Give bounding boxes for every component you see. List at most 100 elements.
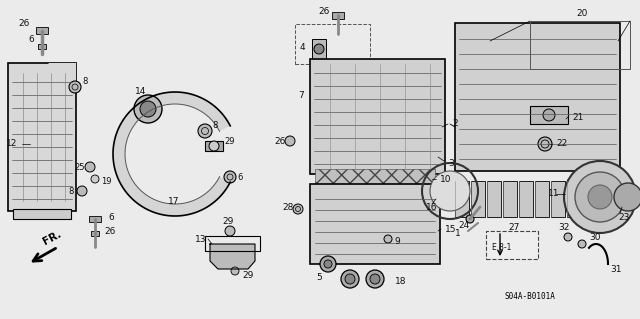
Text: 26: 26 [18, 19, 29, 28]
Circle shape [293, 204, 303, 214]
Text: 11: 11 [548, 189, 559, 198]
Bar [567, 181, 581, 217]
Text: 13: 13 [195, 234, 207, 243]
Polygon shape [8, 63, 76, 88]
Text: 17: 17 [168, 197, 179, 205]
Text: 1: 1 [455, 229, 461, 239]
Text: FR.: FR. [41, 229, 63, 247]
Text: 8: 8 [82, 77, 88, 85]
Circle shape [384, 235, 392, 243]
Bar [89, 216, 101, 222]
Circle shape [134, 95, 162, 123]
Circle shape [466, 215, 474, 223]
Text: 6: 6 [28, 34, 34, 43]
Bar [310, 59, 445, 174]
Circle shape [320, 256, 336, 272]
Text: 15: 15 [445, 225, 456, 234]
Bar [455, 23, 620, 171]
Bar [13, 209, 71, 219]
Text: 8: 8 [68, 187, 74, 196]
Bar [519, 181, 533, 217]
Text: 19: 19 [101, 177, 111, 187]
Circle shape [224, 171, 236, 183]
Circle shape [85, 162, 95, 172]
Circle shape [341, 270, 359, 288]
Bar [332, 12, 344, 19]
Bar [535, 181, 549, 217]
Circle shape [588, 185, 612, 209]
Circle shape [313, 90, 323, 100]
Bar [8, 63, 76, 211]
Circle shape [538, 137, 552, 151]
Bar [295, 24, 370, 64]
Text: E 8-1: E 8-1 [492, 242, 511, 251]
Text: 6: 6 [108, 212, 114, 221]
Text: 26: 26 [274, 137, 285, 145]
Text: 5: 5 [316, 272, 322, 281]
Text: 29: 29 [222, 217, 234, 226]
Text: 28: 28 [282, 203, 293, 211]
Circle shape [77, 186, 87, 196]
Text: 20: 20 [576, 9, 588, 18]
Bar [205, 141, 223, 151]
Text: 24: 24 [458, 220, 469, 229]
Text: 23: 23 [618, 212, 629, 221]
Text: 30: 30 [589, 233, 600, 241]
Text: 21: 21 [572, 113, 584, 122]
Bar [310, 184, 440, 264]
Circle shape [543, 109, 555, 121]
Bar [455, 181, 469, 217]
Text: 10: 10 [440, 174, 451, 183]
Bar [530, 21, 630, 69]
Text: 9: 9 [394, 236, 400, 246]
Bar [205, 236, 260, 251]
Polygon shape [210, 244, 255, 269]
Bar [487, 181, 501, 217]
Text: 7: 7 [298, 91, 304, 100]
Text: 26: 26 [318, 6, 330, 16]
Bar [312, 85, 324, 101]
Text: 26: 26 [104, 226, 115, 235]
Text: 6: 6 [237, 173, 243, 182]
Circle shape [564, 161, 636, 233]
Text: 29: 29 [242, 271, 253, 279]
Circle shape [324, 260, 332, 268]
Text: 14: 14 [135, 86, 147, 95]
Circle shape [69, 81, 81, 93]
Circle shape [91, 175, 99, 183]
Bar [312, 39, 326, 59]
Text: 32: 32 [558, 222, 570, 232]
Circle shape [209, 141, 219, 151]
Bar [38, 44, 46, 49]
Text: S04A-B0101A: S04A-B0101A [504, 292, 556, 301]
Text: 22: 22 [556, 139, 567, 149]
Bar [91, 231, 99, 236]
Polygon shape [113, 92, 230, 216]
Text: 31: 31 [610, 264, 621, 273]
Circle shape [564, 233, 572, 241]
Circle shape [225, 226, 235, 236]
Bar [551, 181, 565, 217]
Circle shape [575, 172, 625, 222]
Circle shape [614, 183, 640, 211]
Text: 27: 27 [508, 222, 520, 232]
Text: 8: 8 [212, 122, 218, 130]
Bar [36, 27, 48, 34]
Text: 16: 16 [426, 203, 438, 211]
Bar [471, 181, 485, 217]
Circle shape [430, 171, 470, 211]
Text: 2: 2 [452, 120, 458, 129]
Circle shape [198, 124, 212, 138]
Bar [315, 169, 435, 189]
Text: 25: 25 [74, 162, 84, 172]
Bar [503, 181, 517, 217]
Circle shape [140, 101, 156, 117]
Text: 29: 29 [224, 137, 234, 145]
Circle shape [345, 274, 355, 284]
Text: 18: 18 [395, 277, 406, 286]
Circle shape [370, 274, 380, 284]
Bar [530, 106, 568, 124]
Text: 4: 4 [300, 42, 306, 51]
Circle shape [314, 44, 324, 54]
Circle shape [366, 270, 384, 288]
